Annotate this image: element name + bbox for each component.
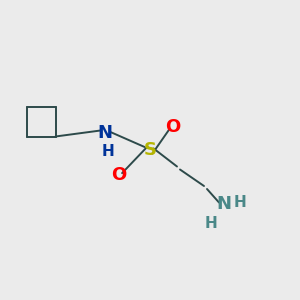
Text: H: H	[205, 216, 218, 231]
Text: O: O	[111, 167, 126, 184]
Text: H: H	[234, 195, 246, 210]
Text: N: N	[98, 124, 112, 142]
Text: N: N	[216, 195, 231, 213]
Text: S: S	[143, 141, 157, 159]
Text: O: O	[165, 118, 180, 136]
Text: H: H	[102, 144, 114, 159]
